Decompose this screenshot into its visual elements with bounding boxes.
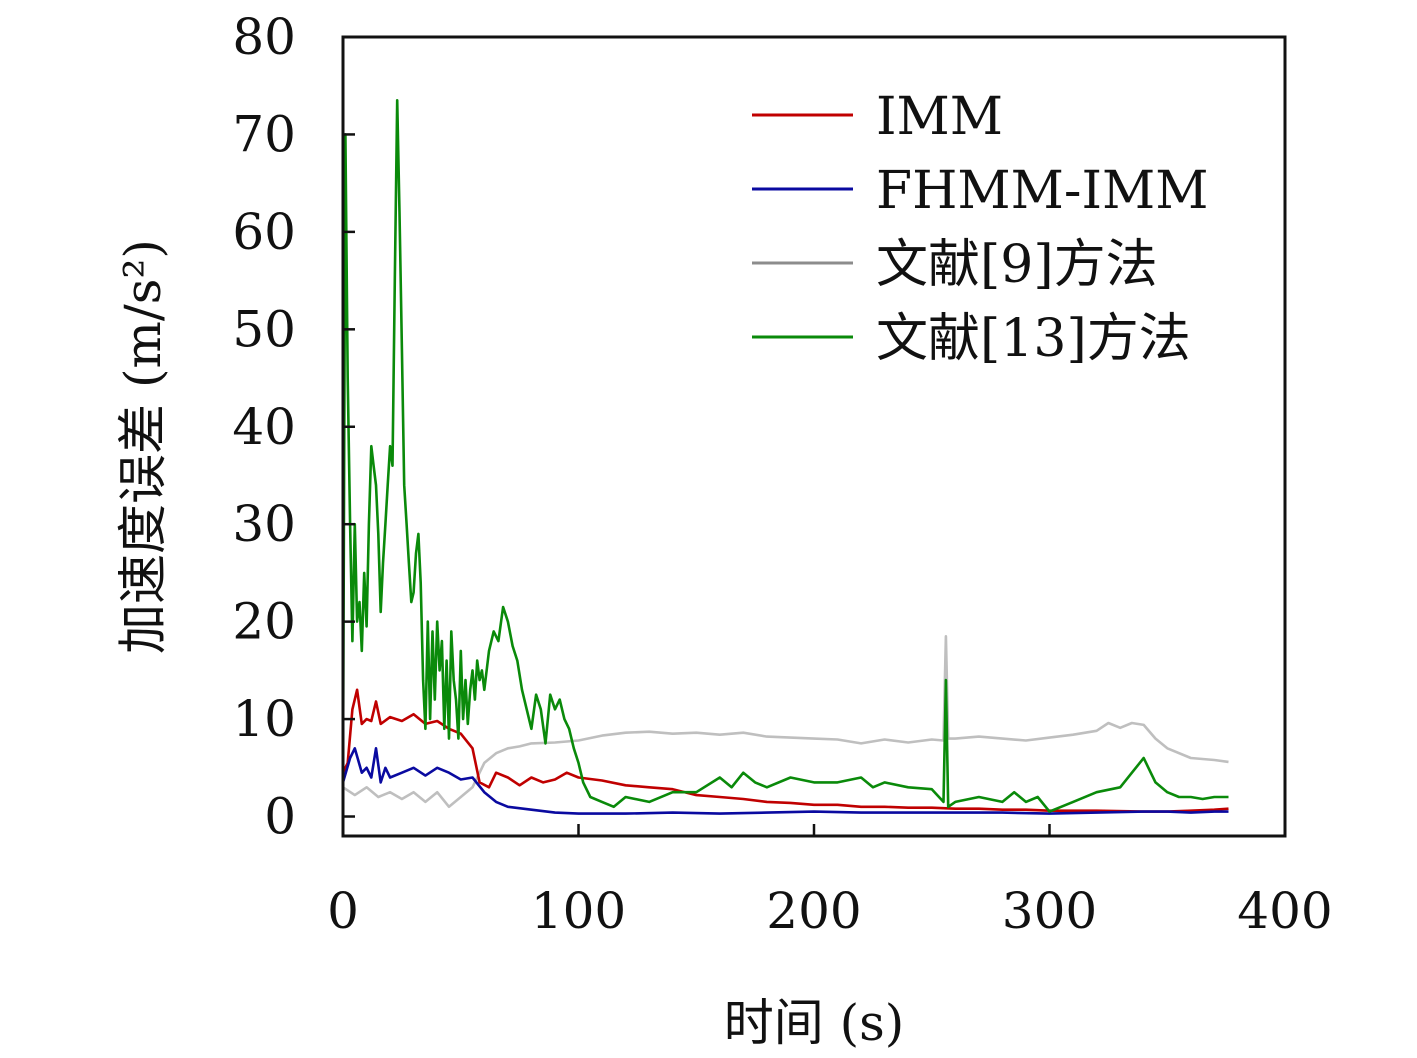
y-tick-label: 70 — [232, 105, 296, 163]
series-line-2 — [341, 688, 1229, 813]
y-tick-label: 0 — [264, 788, 296, 846]
series-line-3 — [341, 746, 1229, 815]
legend-label: FHMM-IMM — [876, 161, 1209, 221]
legend-label: 文献[9]方法 — [876, 235, 1158, 295]
x-tick-label: 0 — [327, 882, 359, 940]
y-tick-label: 40 — [232, 398, 296, 456]
plot-area-frame — [341, 35, 1287, 838]
axis-ticks: 0 100 200 300 400 0 10 20 30 40 50 60 70 80 — [232, 8, 1332, 940]
x-tick-label: 200 — [766, 882, 861, 940]
x-tick-label: 400 — [1237, 882, 1332, 940]
y-axis-title: 加速度误差 (m/s²) — [114, 239, 172, 654]
legend-label: IMM — [876, 87, 1003, 147]
x-tick-label: 100 — [531, 882, 626, 940]
y-tick-label: 80 — [232, 8, 296, 66]
y-tick-label: 60 — [232, 203, 296, 261]
legend-label: 文献[13]方法 — [876, 309, 1191, 369]
x-axis-title: 时间 (s) — [724, 994, 905, 1052]
y-tick-label: 20 — [232, 593, 296, 651]
series-line-4 — [341, 99, 1229, 813]
series-lines — [341, 99, 1229, 815]
series-line-1 — [342, 634, 1229, 809]
y-tick-label: 10 — [232, 690, 296, 748]
x-tick-label: 300 — [1002, 882, 1097, 940]
y-tick-label: 50 — [232, 300, 296, 358]
y-tick-label: 30 — [232, 495, 296, 553]
